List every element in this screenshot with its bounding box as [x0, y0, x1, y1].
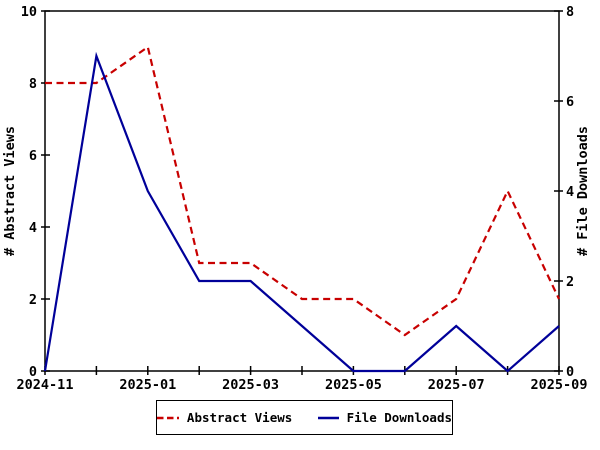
y-right-tick-label: 0 [566, 364, 574, 380]
legend-label-file-downloads: File Downloads [346, 410, 452, 425]
y-right-tick-label: 8 [566, 4, 574, 20]
line-chart: 2024-11 2025-01 2025-03 2025-05 2025-07 2025-… [2, 4, 591, 390]
y-left-tick-label: 8 [29, 76, 37, 92]
y-right-tick-label: 6 [566, 94, 574, 110]
y-left-axis-title: # Abstract Views [2, 126, 18, 256]
y-left-axis-ticks: 0 2 4 6 8 10 [21, 4, 50, 380]
file-downloads-solid-line-sample [318, 416, 339, 419]
x-axis-ticks: 2024-11 2025-01 2025-03 2025-05 2025-07 2025-… [17, 366, 588, 390]
data-series [43, 45, 560, 373]
legend-label-abstract-views: Abstract Views [186, 410, 293, 425]
x-tick-label: 2025-09 [531, 377, 588, 390]
abstract-views-line [45, 45, 560, 337]
y-right-tick-label: 2 [566, 274, 574, 290]
file-downloads-line [43, 51, 560, 373]
y-left-tick-label: 2 [29, 292, 37, 308]
y-right-axis-ticks: 0 2 4 6 8 [554, 4, 574, 380]
chart-legend: Abstract Views File Downloads [156, 400, 453, 435]
x-tick-label: 2025-07 [428, 377, 485, 390]
y-left-tick-label: 10 [21, 4, 37, 20]
y-right-axis-title: # File Downloads [575, 126, 591, 256]
y-left-tick-label: 0 [29, 364, 37, 380]
y-left-tick-label: 6 [29, 148, 37, 164]
x-tick-label: 2024-11 [17, 377, 74, 390]
x-tick-label: 2025-03 [222, 377, 279, 390]
y-left-tick-label: 4 [29, 220, 37, 236]
abstract-views-dashed-line-sample [157, 416, 179, 419]
y-right-tick-label: 4 [566, 184, 574, 200]
x-tick-label: 2025-05 [325, 377, 382, 390]
x-tick-label: 2025-01 [119, 377, 176, 390]
